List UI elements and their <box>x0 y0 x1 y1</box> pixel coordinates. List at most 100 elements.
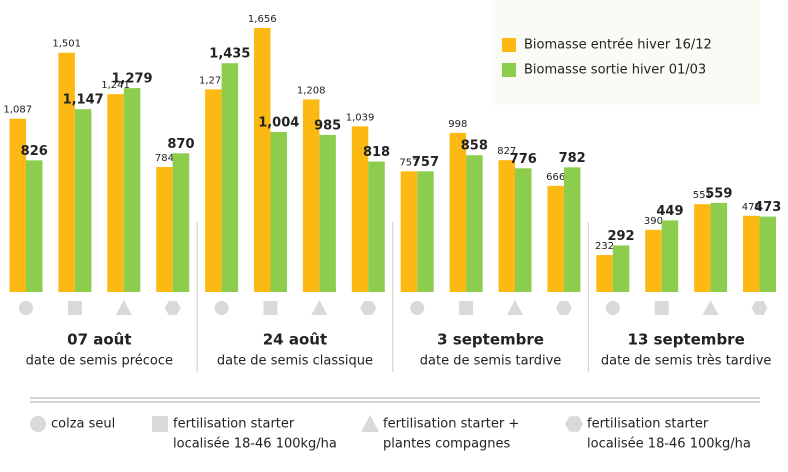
shape-marker <box>654 301 669 315</box>
shape-legend-label: plantes compagnes <box>383 437 511 452</box>
shape-marker <box>605 301 620 315</box>
shape-marker <box>360 301 377 315</box>
group-title: 13 septembre <box>628 331 745 349</box>
bar <box>351 126 369 292</box>
bar <box>466 155 483 292</box>
bar <box>368 161 385 292</box>
legend-swatch <box>502 38 516 52</box>
bar <box>612 245 630 292</box>
group-title: 3 septembre <box>437 331 544 349</box>
shape-marker <box>311 300 328 315</box>
bar <box>156 167 173 292</box>
shape-marker <box>507 300 523 315</box>
bar <box>596 255 613 292</box>
value-label: 1,271 <box>199 75 228 86</box>
value-label: 1,087 <box>3 105 32 116</box>
bar <box>417 171 434 292</box>
group-subtitle: date de semis classique <box>217 354 373 369</box>
shape-legend-icon <box>361 415 379 432</box>
shape-legend-icon <box>565 416 583 432</box>
bar <box>221 63 239 292</box>
shape-legend-label: localisée 18-46 100kg/ha <box>173 437 337 452</box>
value-label: 782 <box>559 151 586 166</box>
value-label: 1,147 <box>63 93 104 108</box>
bar <box>661 220 679 292</box>
bar <box>694 204 711 292</box>
shape-marker <box>702 300 719 315</box>
legend-swatch <box>502 63 516 77</box>
value-label: 757 <box>412 155 439 170</box>
value-label: 985 <box>314 118 341 133</box>
bar <box>123 88 141 293</box>
bar <box>205 89 222 293</box>
shape-legend-icon <box>30 416 46 432</box>
bar <box>172 153 190 292</box>
value-label: 232 <box>595 241 614 252</box>
shape-marker <box>164 301 181 315</box>
bar <box>498 160 515 292</box>
shape-marker <box>555 301 572 315</box>
bar <box>302 99 320 292</box>
value-label: 1,039 <box>346 112 375 123</box>
value-label: 757 <box>399 157 418 168</box>
value-label: 473 <box>754 200 781 215</box>
value-label: 1,279 <box>111 72 152 87</box>
value-label: 1,656 <box>248 14 277 25</box>
legend-box <box>492 0 760 105</box>
value-label: 818 <box>363 145 390 160</box>
shape-marker <box>410 301 425 315</box>
value-label: 1,435 <box>209 47 250 62</box>
legend-label: Biomasse entrée hiver 16/12 <box>524 38 712 53</box>
shape-legend-icon <box>152 416 168 432</box>
shape-marker <box>19 301 33 315</box>
bar <box>254 28 271 292</box>
value-label: 870 <box>167 137 194 152</box>
shape-legend-label: colza seul <box>51 417 115 432</box>
shape-marker <box>459 301 474 315</box>
value-label: 776 <box>510 152 537 167</box>
value-label: 559 <box>705 186 732 201</box>
shape-marker <box>67 301 82 315</box>
shape-legend-label: fertilisation starter <box>587 417 709 432</box>
bar <box>26 160 43 292</box>
bar <box>449 132 467 292</box>
value-label: 827 <box>497 146 516 157</box>
bar <box>107 94 124 292</box>
bar <box>9 118 26 292</box>
value-label: 784 <box>155 153 174 164</box>
group-subtitle: date de semis précoce <box>26 354 173 369</box>
bar <box>270 131 287 292</box>
bar <box>400 171 418 292</box>
shape-legend-label: fertilisation starter + <box>383 417 519 432</box>
group-title: 07 août <box>67 331 131 349</box>
value-label: 551 <box>693 190 712 201</box>
bar <box>645 229 662 292</box>
bar <box>319 134 336 292</box>
bar <box>58 52 75 292</box>
value-label: 478 <box>742 202 761 213</box>
bar <box>743 215 760 292</box>
bar <box>547 185 564 292</box>
value-label: 666 <box>546 172 565 183</box>
bar <box>563 167 581 292</box>
shape-legend-label: localisée 18-46 100kg/ha <box>587 437 751 452</box>
value-label: 1,004 <box>258 115 299 130</box>
value-label: 1,208 <box>297 85 326 96</box>
value-label: 858 <box>461 139 488 154</box>
shape-marker <box>751 301 768 315</box>
value-label: 1,241 <box>101 80 130 91</box>
value-label: 826 <box>21 144 48 159</box>
legend-label: Biomasse sortie hiver 01/03 <box>524 63 706 78</box>
value-label: 390 <box>644 216 663 227</box>
bar <box>74 109 92 292</box>
group-subtitle: date de semis tardive <box>420 354 562 369</box>
value-label: 1,501 <box>52 39 81 50</box>
group-subtitle: date de semis très tardive <box>601 354 772 369</box>
bar <box>710 202 728 292</box>
group-title: 24 août <box>263 331 327 349</box>
value-label: 449 <box>656 204 683 219</box>
bar <box>515 168 532 292</box>
shape-legend-label: fertilisation starter <box>173 417 295 432</box>
value-label: 998 <box>448 119 467 130</box>
